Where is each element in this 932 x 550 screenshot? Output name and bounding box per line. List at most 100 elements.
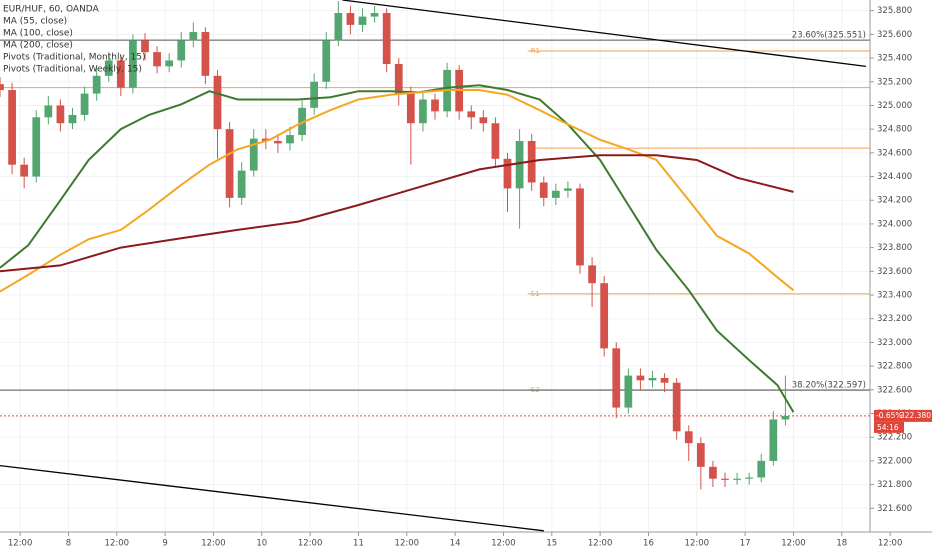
x-tick-label: 12:00 (685, 539, 710, 549)
y-tick-label: 323.200 (877, 314, 912, 324)
x-tick-label: 10 (256, 539, 267, 549)
candle-body (612, 348, 621, 408)
candle-body (370, 13, 379, 17)
candle-body (419, 99, 427, 124)
candle-body (588, 265, 596, 284)
candle-body (467, 111, 476, 118)
candle-body (479, 117, 488, 124)
candle-body (757, 460, 766, 478)
price-badge (874, 409, 932, 422)
axes: 321.600321.800322.000322.200322.400322.6… (8, 6, 932, 549)
candle-body (286, 135, 294, 144)
candle-body (177, 40, 186, 61)
candle-body (745, 477, 754, 479)
candle-body (636, 375, 645, 381)
candle-body (189, 31, 198, 41)
y-tick-label: 323.600 (877, 267, 912, 277)
candle-body (358, 16, 367, 25)
fib-label: 38.20%(322.597) (792, 381, 866, 391)
price-label: 322.380 (900, 411, 931, 420)
x-tick-label: 12:00 (491, 539, 516, 549)
y-tick-label: 322.200 (877, 433, 912, 443)
candle-body (709, 466, 717, 479)
candle-body (684, 431, 693, 444)
legend-item: Pivots (Traditional, Monthly, 15) (3, 53, 145, 63)
y-tick-label: 323.000 (877, 338, 912, 348)
candle-body (237, 170, 246, 198)
candle-body (141, 40, 149, 53)
x-tick-label: 12:00 (298, 539, 323, 549)
candle-body (92, 75, 101, 94)
candle-body (129, 40, 137, 88)
x-tick-label: 9 (162, 539, 167, 549)
y-tick-label: 324.800 (877, 125, 912, 135)
candle-body (406, 93, 415, 124)
legend-item: MA (200, close) (3, 41, 73, 51)
candle-body (576, 188, 584, 266)
candle-body (660, 377, 669, 383)
candle-body (274, 140, 282, 144)
candle-body (648, 377, 657, 381)
candle-body (20, 164, 29, 177)
candle-body (394, 63, 403, 94)
y-tick-label: 325.200 (877, 77, 912, 87)
legend-symbol: EUR/HUF, 60, OANDA (3, 5, 100, 15)
x-tick-label: 12:00 (781, 539, 806, 549)
candle-body (672, 382, 681, 432)
y-tick-label: 322.800 (877, 362, 912, 372)
y-tick-label: 325.400 (877, 54, 912, 64)
y-tick-label: 324.600 (877, 148, 912, 158)
y-tick-label: 324.400 (877, 172, 912, 182)
price-change: -0.65% (876, 411, 903, 420)
candle-body (491, 123, 500, 159)
fib-label: 23.60%(325.551) (792, 31, 866, 41)
y-tick-label: 322.000 (877, 456, 912, 466)
y-tick-label: 324.200 (877, 196, 912, 206)
countdown: 54:16 (877, 423, 899, 432)
candle-body (153, 52, 161, 67)
candle-body (382, 13, 391, 64)
candle-body (515, 140, 524, 189)
candle-body (503, 158, 512, 189)
moving-average (0, 89, 795, 293)
candle-body (551, 190, 560, 198)
candle-body (346, 13, 355, 25)
candle-body (0, 84, 4, 91)
x-tick-label: 11 (353, 539, 364, 549)
candle-body (8, 90, 16, 165)
x-tick-label: 17 (740, 539, 751, 549)
x-tick-label: 14 (450, 539, 461, 549)
countdown-badge (874, 421, 904, 433)
x-tick-label: 12:00 (878, 539, 903, 549)
pivot-label: R1 (531, 47, 540, 55)
pivot-label: S1 (531, 290, 540, 298)
x-tick-label: 8 (66, 539, 71, 549)
x-tick-label: 15 (546, 539, 557, 549)
candle-body (80, 93, 89, 115)
y-tick-label: 325.800 (877, 6, 912, 16)
candle-body (334, 13, 343, 41)
x-tick-label: 12:00 (395, 539, 420, 549)
x-tick-label: 16 (643, 539, 654, 549)
x-tick-label: 18 (836, 539, 847, 549)
candle-body (116, 60, 125, 88)
y-tick-label: 322.600 (877, 385, 912, 395)
candle-body (201, 31, 210, 76)
y-tick-label: 325.600 (877, 30, 912, 40)
candle-body (261, 138, 270, 141)
candle-body (769, 419, 778, 461)
candle-body (624, 375, 633, 408)
moving-average (0, 154, 794, 273)
trendline (342, 0, 867, 68)
legend-item: MA (55, close) (3, 17, 67, 27)
moving-average (0, 84, 795, 413)
candle-body (44, 105, 53, 118)
candle-body (564, 188, 572, 191)
candle-body (298, 107, 306, 136)
y-tick-label: 323.400 (877, 291, 912, 301)
candle-body (781, 415, 790, 420)
candle-body (165, 60, 174, 67)
legend: EUR/HUF, 60, OANDA MA (55, close) MA (10… (3, 5, 145, 75)
y-tick-label: 323.800 (877, 243, 912, 253)
candle-body (322, 40, 331, 82)
